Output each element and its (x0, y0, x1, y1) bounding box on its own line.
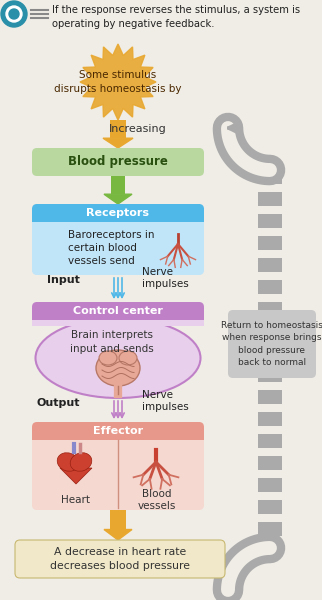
Text: Brain interprets
input and sends: Brain interprets input and sends (70, 331, 154, 353)
Bar (258, 324, 282, 338)
Bar (32, 438, 204, 448)
Bar (258, 390, 282, 404)
Bar (258, 434, 282, 448)
Bar (258, 192, 282, 206)
Text: Some stimulus
disrupts homeostasis by: Some stimulus disrupts homeostasis by (54, 70, 182, 94)
Text: Nerve
impulses: Nerve impulses (142, 266, 189, 289)
Bar (32, 220, 204, 230)
Bar (258, 280, 282, 294)
Polygon shape (104, 194, 132, 204)
Bar (258, 412, 282, 426)
Circle shape (1, 1, 27, 27)
Text: Input: Input (47, 275, 80, 285)
Text: Increasing: Increasing (109, 124, 167, 134)
Text: Blood
vessels: Blood vessels (138, 489, 176, 511)
FancyBboxPatch shape (32, 302, 204, 320)
Bar (258, 258, 282, 272)
Polygon shape (103, 138, 133, 148)
Bar (258, 522, 282, 536)
Text: Control center: Control center (73, 306, 163, 316)
Text: Receptors: Receptors (87, 208, 149, 218)
Ellipse shape (35, 318, 201, 398)
FancyBboxPatch shape (228, 310, 316, 378)
Polygon shape (104, 529, 132, 540)
Ellipse shape (119, 351, 137, 365)
Bar (32, 431, 204, 440)
Text: Nerve
impulses: Nerve impulses (142, 389, 189, 412)
FancyBboxPatch shape (15, 540, 225, 578)
Bar (258, 346, 282, 360)
FancyBboxPatch shape (32, 422, 204, 440)
Polygon shape (80, 44, 156, 120)
Ellipse shape (96, 350, 140, 386)
Circle shape (6, 6, 22, 22)
Bar (258, 478, 282, 492)
Ellipse shape (57, 453, 79, 471)
FancyBboxPatch shape (32, 204, 204, 222)
Bar (32, 318, 204, 326)
Bar (110, 510, 126, 529)
Polygon shape (60, 468, 92, 484)
Text: If the response reverses the stimulus, a system is
operating by negative feedbac: If the response reverses the stimulus, a… (52, 5, 300, 29)
Bar (258, 236, 282, 250)
Text: Baroreceptors in
certain blood
vessels send: Baroreceptors in certain blood vessels s… (68, 230, 155, 266)
Circle shape (9, 9, 19, 19)
Text: A decrease in heart rate
decreases blood pressure: A decrease in heart rate decreases blood… (50, 547, 190, 571)
Bar (258, 544, 282, 548)
Bar (258, 368, 282, 382)
Bar (258, 456, 282, 470)
Bar (258, 500, 282, 514)
Ellipse shape (70, 453, 92, 471)
Bar (111, 176, 125, 194)
Bar (258, 214, 282, 228)
FancyBboxPatch shape (32, 220, 204, 275)
Bar (32, 311, 204, 320)
Text: Effector: Effector (93, 426, 143, 436)
Bar (258, 170, 282, 184)
Bar (258, 302, 282, 316)
Bar (32, 213, 204, 222)
FancyBboxPatch shape (32, 438, 204, 510)
Text: Return to homeostasis
when response brings
blood pressure
back to normal: Return to homeostasis when response brin… (221, 321, 322, 367)
FancyBboxPatch shape (32, 148, 204, 176)
Text: Blood pressure: Blood pressure (68, 155, 168, 169)
Text: Output: Output (36, 398, 80, 408)
Bar (110, 120, 126, 138)
Ellipse shape (99, 351, 117, 365)
Text: Heart: Heart (62, 495, 90, 505)
